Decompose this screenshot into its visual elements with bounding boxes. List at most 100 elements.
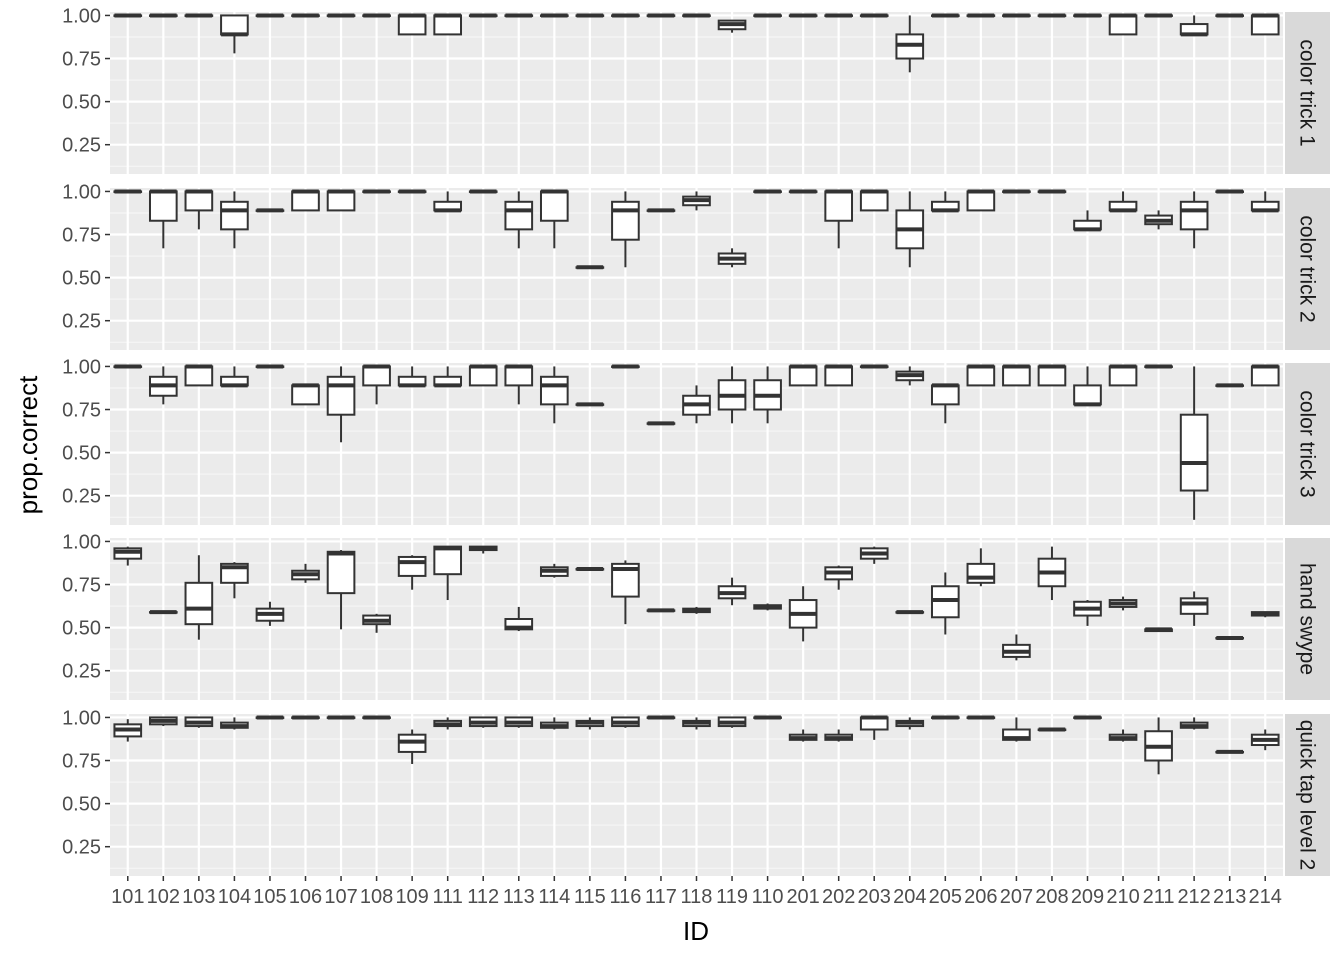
box bbox=[753, 189, 782, 194]
box bbox=[1073, 366, 1102, 407]
x-tick-label: 210 bbox=[1106, 886, 1139, 908]
box bbox=[539, 563, 569, 578]
box bbox=[1037, 364, 1067, 387]
box bbox=[362, 715, 391, 720]
x-tick-label: 110 bbox=[752, 886, 784, 908]
box bbox=[291, 563, 320, 583]
box bbox=[930, 383, 960, 424]
box-body bbox=[433, 14, 463, 36]
box bbox=[113, 546, 143, 566]
x-tick-label: 118 bbox=[681, 886, 713, 908]
box bbox=[220, 562, 249, 599]
box bbox=[859, 715, 889, 740]
facet-panel: 0.25 0.50 0.75 1.00 hand swype bbox=[62, 531, 1330, 700]
y-tick-label: 1.00 bbox=[62, 356, 101, 378]
facet-panel: 0.25 0.50 0.75 1.00 quick tap level 2 bbox=[62, 707, 1330, 876]
box bbox=[1144, 627, 1173, 633]
facet-strip bbox=[1285, 538, 1330, 700]
x-tick-label: 113 bbox=[503, 886, 535, 908]
facet-strip-label: color trick 2 bbox=[1296, 215, 1319, 322]
box bbox=[1073, 600, 1102, 626]
box bbox=[1144, 364, 1173, 369]
box bbox=[1215, 383, 1245, 388]
y-tick-label: 0.25 bbox=[62, 837, 101, 859]
box bbox=[504, 13, 534, 18]
box bbox=[682, 13, 711, 18]
box bbox=[539, 189, 569, 249]
box bbox=[397, 729, 427, 764]
y-tick-label: 0.25 bbox=[62, 486, 101, 508]
box bbox=[1250, 364, 1280, 387]
box bbox=[291, 383, 320, 406]
box bbox=[1002, 189, 1031, 194]
box bbox=[575, 13, 605, 18]
box bbox=[220, 14, 249, 54]
x-tick-label: 105 bbox=[253, 886, 286, 908]
box-body bbox=[788, 365, 818, 387]
box bbox=[1179, 591, 1209, 626]
box bbox=[1179, 717, 1209, 730]
x-tick-label: 206 bbox=[964, 886, 997, 908]
box bbox=[788, 13, 818, 18]
box bbox=[113, 189, 143, 194]
box bbox=[113, 364, 143, 369]
y-tick-label: 0.50 bbox=[62, 618, 101, 640]
box-body bbox=[539, 190, 569, 222]
box bbox=[1179, 191, 1209, 249]
box bbox=[1073, 715, 1102, 720]
box bbox=[468, 716, 498, 728]
box bbox=[611, 560, 640, 625]
x-tick-label: 203 bbox=[858, 886, 891, 908]
box bbox=[362, 613, 391, 633]
box bbox=[468, 545, 498, 554]
box bbox=[1108, 596, 1138, 611]
box bbox=[255, 601, 285, 626]
box bbox=[788, 364, 818, 387]
box bbox=[1250, 729, 1280, 751]
y-tick-label: 0.75 bbox=[62, 49, 101, 71]
box bbox=[1250, 191, 1280, 213]
box bbox=[504, 716, 534, 728]
box-body bbox=[433, 545, 463, 576]
box bbox=[1108, 729, 1138, 742]
box bbox=[1215, 635, 1245, 640]
box bbox=[824, 729, 854, 742]
x-tick-label: 104 bbox=[218, 886, 251, 908]
x-tick-label: 116 bbox=[609, 886, 641, 908]
box-body bbox=[966, 365, 996, 387]
box bbox=[1179, 366, 1209, 520]
x-tick-label: 208 bbox=[1035, 886, 1068, 908]
box bbox=[930, 13, 960, 18]
box bbox=[646, 608, 676, 613]
box bbox=[255, 208, 285, 213]
box bbox=[539, 366, 569, 424]
box bbox=[1250, 611, 1280, 618]
box-body bbox=[468, 365, 498, 387]
box-body bbox=[859, 190, 889, 212]
facet-strip-label: color trick 3 bbox=[1296, 390, 1319, 497]
box-body bbox=[326, 190, 356, 212]
box bbox=[326, 13, 356, 18]
box bbox=[788, 189, 818, 194]
x-tick-label: 202 bbox=[822, 886, 855, 908]
x-tick-label: 211 bbox=[1143, 886, 1175, 908]
box bbox=[1215, 189, 1245, 194]
box bbox=[859, 189, 889, 212]
box bbox=[468, 13, 498, 18]
box-body bbox=[611, 200, 640, 241]
box-body bbox=[1073, 384, 1102, 406]
box bbox=[930, 191, 960, 213]
x-tick-label: 201 bbox=[786, 886, 819, 908]
box bbox=[1108, 191, 1138, 213]
box bbox=[717, 577, 747, 606]
box bbox=[220, 717, 249, 730]
x-tick-label: 112 bbox=[467, 886, 499, 908]
box-body bbox=[930, 384, 960, 406]
box bbox=[504, 364, 534, 405]
box bbox=[1073, 13, 1102, 18]
box bbox=[113, 13, 143, 18]
facet-strip bbox=[1285, 714, 1330, 876]
box bbox=[966, 13, 996, 18]
x-tick-label: 205 bbox=[929, 886, 962, 908]
